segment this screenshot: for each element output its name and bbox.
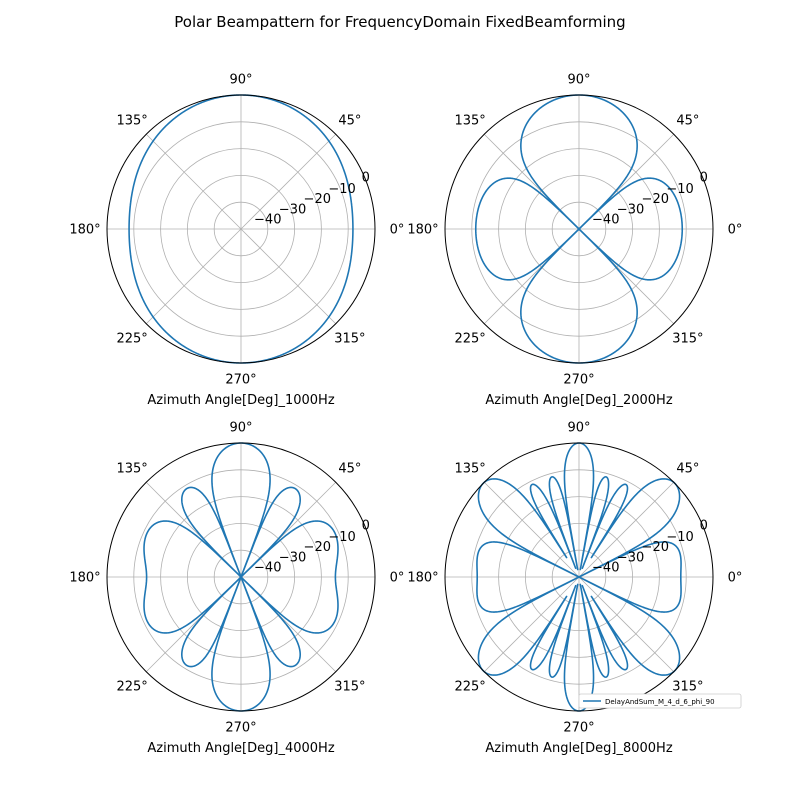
axis-xlabel: Azimuth Angle[Deg]_8000Hz (485, 741, 672, 756)
radial-tick-label: −10 (328, 182, 355, 197)
angle-tick-label: 270° (225, 721, 256, 736)
angular-gridline (578, 481, 675, 578)
radial-tick-label: −10 (666, 530, 693, 545)
beampattern-series-line (128, 94, 354, 364)
radial-tick-label: −40 (254, 213, 281, 228)
angle-tick-label: 45° (676, 462, 699, 477)
polar-frame (444, 442, 714, 712)
angle-tick-label: 315° (672, 331, 703, 346)
angle-tick-label: 270° (563, 373, 594, 388)
angular-gridline (145, 228, 242, 325)
polar-axes-4: 0° 45° 90° 135° 180° 225° 270° 315° −40−30−20−10… (407, 421, 742, 757)
radial-tick-label: 0 (362, 519, 370, 534)
angle-tick-label: 315° (334, 331, 365, 346)
angle-tick-label: 0° (390, 223, 405, 238)
axis-xlabel: Azimuth Angle[Deg]_4000Hz (147, 741, 334, 756)
radial-tick-label: −40 (254, 561, 281, 576)
radial-tick-label: −30 (617, 202, 644, 217)
angle-tick-label: 225° (116, 679, 147, 694)
radial-tick-label: −20 (304, 192, 331, 207)
angle-tick-label: 0° (390, 571, 405, 586)
angle-tick-label: 135° (116, 462, 147, 477)
angle-tick-label: 135° (116, 114, 147, 129)
radial-tick-label: −20 (304, 540, 331, 555)
angle-tick-label: 315° (334, 679, 365, 694)
angle-tick-label: 45° (676, 114, 699, 129)
angle-tick-label: 0° (728, 571, 743, 586)
legend: DelayAndSum_M_4_d_6_phi_90 (578, 693, 742, 709)
polar-frame (106, 442, 376, 712)
angular-gridline (578, 576, 675, 673)
axis-xlabel: Azimuth Angle[Deg]_1000Hz (147, 393, 334, 408)
radial-tick-label: −20 (642, 192, 669, 207)
angle-tick-label: 315° (672, 679, 703, 694)
angle-tick-label: 135° (454, 114, 485, 129)
radial-tick-label: 0 (700, 171, 708, 186)
legend-label: DelayAndSum_M_4_d_6_phi_90 (605, 698, 715, 706)
beampattern-series-line (143, 442, 339, 712)
angle-tick-label: 135° (454, 462, 485, 477)
angle-tick-label: 225° (454, 679, 485, 694)
legend-frame (578, 693, 742, 709)
angle-tick-label: 180° (407, 571, 438, 586)
radial-tick-label: −40 (592, 213, 619, 228)
beampattern-series-line (474, 94, 684, 364)
angle-tick-label: 45° (338, 462, 361, 477)
angle-tick-label: 180° (69, 223, 100, 238)
angle-tick-label: 90° (229, 421, 252, 436)
radial-tick-label: −30 (279, 202, 306, 217)
angle-tick-label: 90° (229, 73, 252, 88)
angle-tick-label: 90° (567, 421, 590, 436)
axis-xlabel: Azimuth Angle[Deg]_2000Hz (485, 393, 672, 408)
angle-tick-label: 0° (728, 223, 743, 238)
radial-tick-label: −30 (617, 550, 644, 565)
angular-gridline (240, 133, 337, 230)
figure-title: Polar Beampattern for FrequencyDomain Fi… (174, 13, 625, 31)
polar-frame (106, 94, 376, 364)
angle-tick-label: 225° (454, 331, 485, 346)
radial-tick-label: 0 (362, 171, 370, 186)
polar-axes-2: 0° 45° 90° 135° 180° 225° 270° 315° −40−30−20−10… (407, 73, 742, 409)
beampattern-series-line (476, 442, 682, 712)
radial-tick-label: −20 (642, 540, 669, 555)
polar-axes-3: 0° 45° 90° 135° 180° 225° 270° 315° −40−30−20−10… (69, 421, 404, 757)
polar-axes-1: 0° 45° 90° 135° 180° 225° 270° 315° −40−30−20−10… (69, 73, 404, 409)
angle-tick-label: 180° (407, 223, 438, 238)
angle-tick-label: 225° (116, 331, 147, 346)
angular-gridline (483, 481, 580, 578)
radial-tick-label: −10 (666, 182, 693, 197)
angle-tick-label: 90° (567, 73, 590, 88)
angular-gridline (483, 576, 580, 673)
radial-tick-label: −10 (328, 530, 355, 545)
angle-tick-label: 45° (338, 114, 361, 129)
radial-tick-label: −40 (592, 561, 619, 576)
polar-frame (444, 94, 714, 364)
angle-tick-label: 270° (225, 373, 256, 388)
angle-tick-label: 270° (563, 721, 594, 736)
radial-tick-label: −30 (279, 550, 306, 565)
radial-tick-label: 0 (700, 519, 708, 534)
angular-gridline (145, 133, 242, 230)
angle-tick-label: 180° (69, 571, 100, 586)
angular-gridline (240, 228, 337, 325)
